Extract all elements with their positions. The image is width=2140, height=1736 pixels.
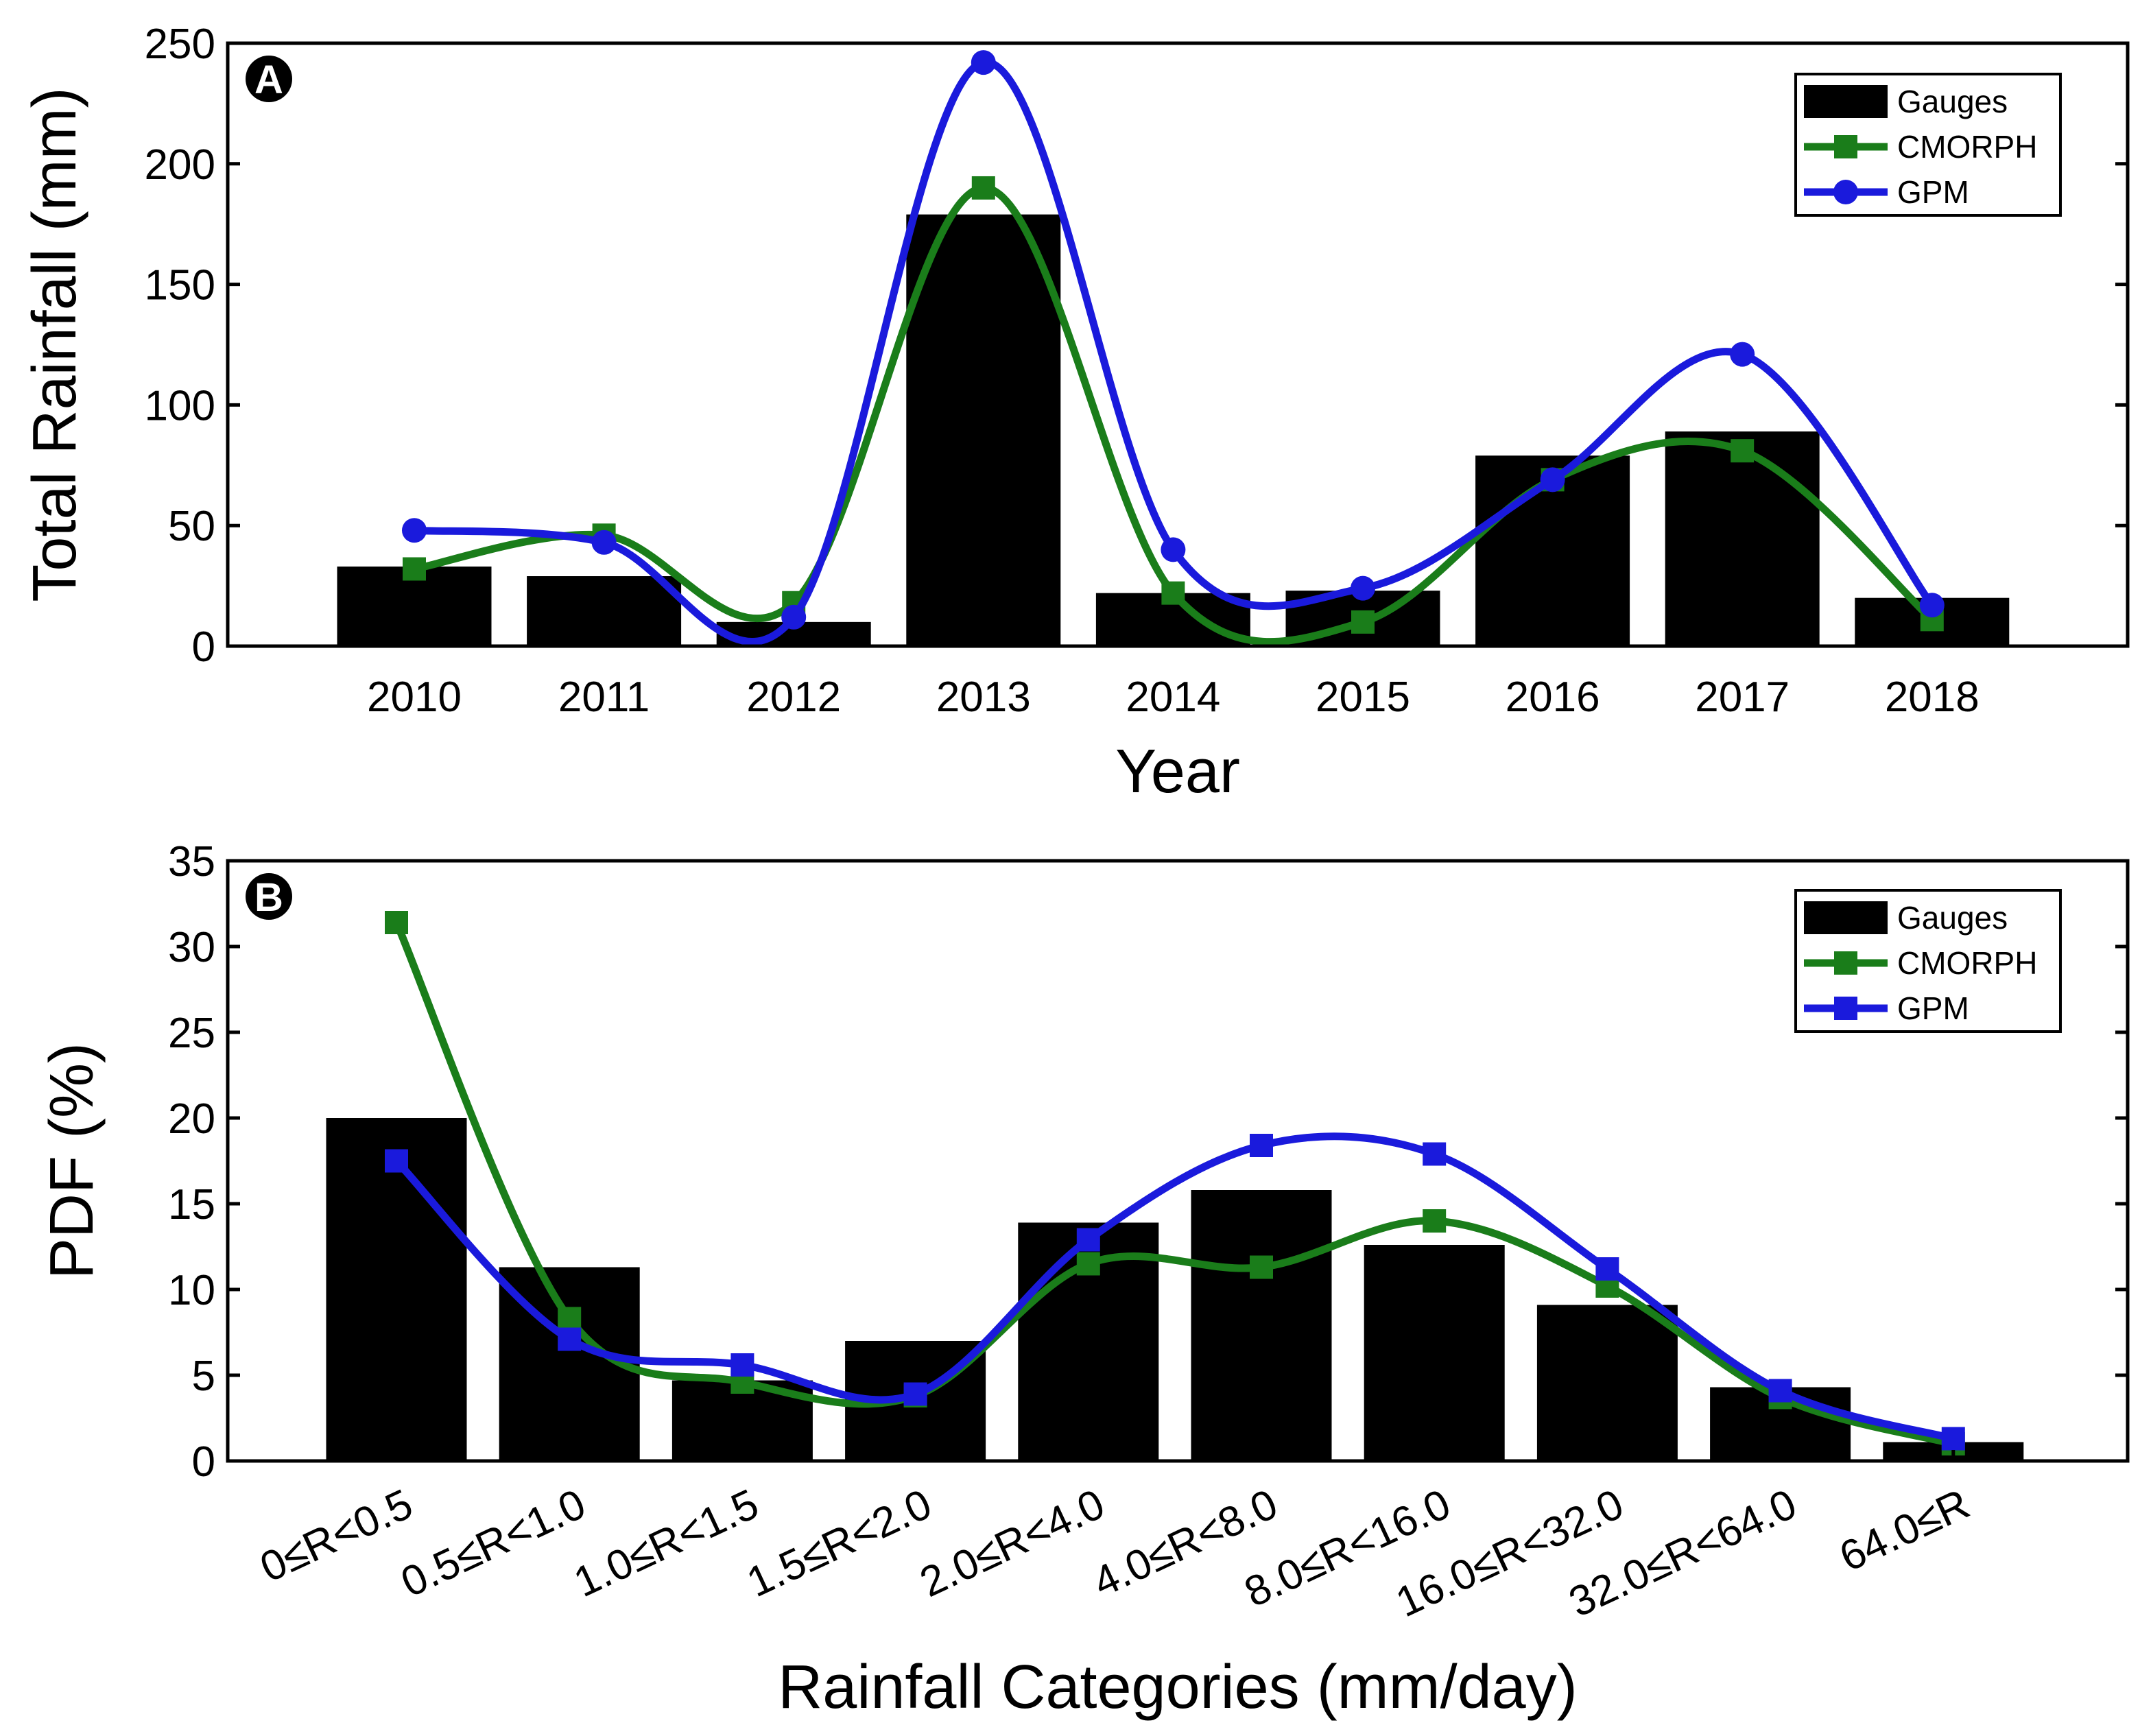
- y-tick-label: 200: [145, 141, 215, 189]
- marker-gpm-2017: [1730, 342, 1755, 367]
- marker-gpm-2012: [781, 604, 807, 630]
- line-gpm: [414, 58, 1936, 645]
- legend-label-gauges: Gauges: [1897, 84, 2008, 119]
- x-tick-label: 2015: [1316, 674, 1410, 721]
- legend-marker-gpm: [1833, 180, 1858, 204]
- panel-badge-label: A: [254, 58, 283, 102]
- marker-cmorph-0≤R<0.5: [385, 911, 408, 934]
- y-tick-label: 20: [168, 1095, 215, 1143]
- legend-label-gauges: Gauges: [1897, 900, 2008, 936]
- x-axis-title: Rainfall Categories (mm/day): [778, 1653, 1577, 1722]
- y-tick-label: 25: [168, 1010, 215, 1057]
- y-tick-label: 0: [192, 1438, 215, 1486]
- marker-gpm-2016: [1540, 467, 1565, 492]
- marker-gpm-2.0≤R<4.0: [1076, 1228, 1100, 1252]
- y-tick-label: 35: [168, 838, 215, 885]
- legend-marker-gpm: [1834, 997, 1857, 1020]
- marker-gpm-4.0≤R<8.0: [1250, 1134, 1273, 1157]
- y-axis-title: Total Rainfall (mm): [21, 87, 89, 602]
- marker-gpm-16.0≤R<32.0: [1595, 1257, 1619, 1281]
- legend-marker-cmorph: [1834, 135, 1857, 158]
- bar-gauges-0≤R<0.5: [326, 1118, 467, 1461]
- y-tick-label: 0: [192, 623, 215, 671]
- bar-gauges-2011: [527, 576, 682, 646]
- y-tick-label: 15: [168, 1181, 215, 1228]
- marker-cmorph-2013: [971, 176, 995, 200]
- marker-gpm-1.0≤R<1.5: [730, 1353, 754, 1377]
- x-tick-label: 2018: [1885, 674, 1980, 721]
- marker-cmorph-0.5≤R<1.0: [558, 1307, 582, 1331]
- marker-cmorph-8.0≤R<16.0: [1423, 1209, 1447, 1233]
- y-tick-label: 30: [168, 924, 215, 971]
- legend-label-cmorph: CMORPH: [1897, 129, 2037, 165]
- plot-frame: [226, 41, 2130, 648]
- panel-badge-label: B: [254, 875, 283, 920]
- marker-cmorph-2.0≤R<4.0: [1076, 1252, 1100, 1276]
- x-tick-label: 2016: [1506, 674, 1600, 721]
- x-axis-title: Year: [1115, 737, 1240, 806]
- x-tick-label: 2013: [936, 674, 1031, 721]
- line-cmorph: [414, 184, 1935, 646]
- x-tick-label: 2012: [746, 674, 841, 721]
- bar-gauges-4.0≤R<8.0: [1191, 1190, 1332, 1461]
- plot-frame: [226, 859, 2130, 1463]
- line-gpm: [394, 1132, 1955, 1442]
- marker-gpm-2013: [971, 50, 996, 75]
- marker-cmorph-2017: [1731, 439, 1755, 463]
- marker-cmorph-4.0≤R<8.0: [1250, 1255, 1273, 1279]
- bar-gauges-2017: [1665, 431, 1820, 646]
- marker-gpm-0.5≤R<1.0: [558, 1327, 582, 1351]
- bar-gauges-16.0≤R<32.0: [1536, 1305, 1678, 1461]
- bar-gauges-8.0≤R<16.0: [1364, 1245, 1505, 1461]
- marker-gpm-2015: [1351, 575, 1375, 601]
- y-tick-label: 150: [145, 262, 215, 309]
- legend-marker-cmorph: [1834, 951, 1857, 975]
- marker-gpm-2010: [402, 518, 427, 543]
- x-tick-label: 2014: [1126, 674, 1220, 721]
- marker-gpm-1.5≤R<2.0: [903, 1382, 927, 1406]
- marker-gpm-32.0≤R<64.0: [1768, 1379, 1792, 1403]
- legend-label-cmorph: CMORPH: [1897, 945, 2037, 981]
- y-axis-title: PDF (%): [38, 1043, 106, 1279]
- y-tick-label: 50: [168, 503, 215, 550]
- marker-cmorph-2015: [1351, 610, 1375, 634]
- y-tick-label: 10: [168, 1267, 215, 1314]
- legend-swatch-gauges: [1804, 901, 1888, 934]
- marker-gpm-2011: [591, 530, 617, 555]
- marker-gpm-2014: [1161, 537, 1186, 562]
- x-tick-label: 2010: [367, 674, 462, 721]
- marker-gpm-2018: [1919, 593, 1945, 618]
- marker-cmorph-2010: [403, 557, 426, 581]
- y-tick-label: 5: [192, 1353, 215, 1400]
- bar-gauges-2013: [906, 214, 1061, 646]
- x-tick-label: 2017: [1695, 674, 1790, 721]
- chart-panel-a: 0 50 100 150 200 250 2010 2011 2012 2013 2014 2015 2…: [21, 21, 2130, 806]
- marker-gpm-0≤R<0.5: [385, 1149, 408, 1173]
- marker-gpm-8.0≤R<16.0: [1423, 1142, 1447, 1166]
- y-tick-label: 100: [145, 382, 215, 429]
- legend-label-gpm: GPM: [1897, 174, 1969, 210]
- marker-cmorph-2014: [1161, 581, 1185, 605]
- x-tick-label: 2011: [558, 674, 650, 721]
- legend-swatch-gauges: [1804, 85, 1888, 118]
- y-tick-label: 250: [145, 21, 215, 68]
- panel-badge: [246, 873, 292, 920]
- marker-gpm-64.0≤R: [1941, 1427, 1965, 1451]
- line-cmorph: [392, 920, 1955, 1448]
- legend-label-gpm: GPM: [1897, 990, 1969, 1026]
- panel-badge: [246, 56, 292, 102]
